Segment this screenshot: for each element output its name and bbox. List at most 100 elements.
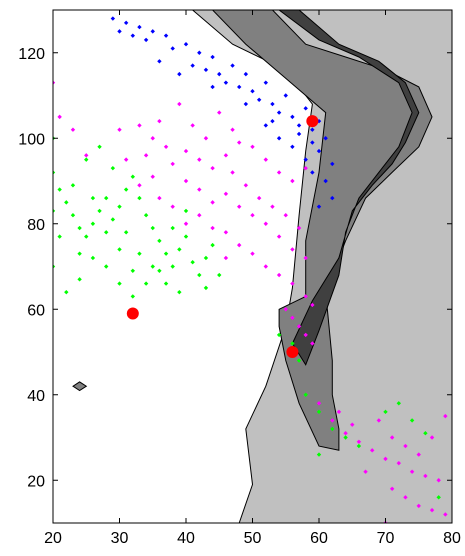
region-deep	[278, 10, 420, 366]
data-point	[77, 225, 82, 231]
data-point	[323, 136, 328, 141]
data-point	[310, 140, 315, 145]
data-point	[217, 272, 222, 278]
data-point	[290, 178, 295, 184]
data-point	[210, 165, 215, 171]
data-point	[396, 401, 401, 406]
x-tick-label: 20	[44, 530, 62, 547]
data-point	[53, 208, 56, 214]
data-point	[306, 115, 319, 128]
data-point	[110, 16, 116, 21]
data-point	[197, 213, 202, 218]
data-point	[97, 144, 102, 149]
data-point	[84, 234, 89, 239]
data-point	[143, 37, 149, 43]
data-point	[429, 507, 435, 513]
data-point	[416, 503, 421, 509]
data-point	[270, 118, 275, 124]
data-point	[303, 392, 308, 397]
data-point	[296, 225, 302, 231]
data-point	[190, 63, 195, 68]
data-point	[243, 71, 249, 77]
data-point	[303, 157, 308, 162]
data-point	[237, 140, 242, 145]
data-point	[53, 80, 56, 85]
data-point	[157, 118, 162, 124]
data-point	[137, 251, 142, 256]
data-point	[64, 289, 69, 295]
data-point	[183, 42, 189, 47]
data-point	[270, 204, 275, 209]
data-point	[123, 157, 129, 162]
data-point	[223, 80, 229, 85]
data-point	[190, 260, 195, 265]
x-tick-label: 50	[244, 530, 262, 547]
data-point	[210, 84, 215, 90]
data-point	[177, 71, 182, 77]
data-point	[157, 238, 162, 244]
data-point	[197, 187, 202, 192]
x-tick-label: 70	[377, 530, 395, 547]
data-point	[97, 208, 102, 214]
data-point	[409, 469, 415, 474]
data-point	[117, 281, 122, 286]
data-point	[286, 346, 299, 358]
data-point	[276, 136, 282, 141]
data-point	[383, 409, 388, 415]
data-point	[217, 110, 222, 115]
data-point	[84, 157, 89, 162]
data-point	[423, 431, 428, 436]
data-point	[230, 127, 235, 132]
data-point	[290, 341, 295, 346]
data-point	[290, 281, 295, 286]
data-point	[84, 153, 89, 158]
data-point	[350, 422, 355, 427]
y-tick-label: 120	[18, 46, 45, 63]
data-point	[70, 183, 76, 188]
data-point	[423, 473, 428, 479]
data-point	[330, 418, 335, 423]
data-point	[237, 242, 242, 248]
data-point	[143, 281, 149, 286]
data-point	[197, 272, 202, 278]
data-points	[53, 16, 448, 523]
data-point	[170, 204, 175, 209]
data-point	[210, 200, 215, 205]
data-point	[283, 93, 288, 98]
data-point	[123, 230, 129, 235]
data-point	[303, 332, 308, 338]
data-point	[197, 157, 202, 162]
data-point	[170, 225, 175, 231]
data-point	[243, 101, 249, 107]
data-point	[170, 161, 175, 167]
data-point	[383, 456, 388, 462]
axis-ticks: 20 30 40 50 60 70 80 20 40 60 80 100 120	[18, 10, 461, 547]
data-point	[143, 153, 149, 158]
data-point	[130, 33, 135, 38]
data-point	[396, 460, 401, 466]
data-point	[389, 486, 395, 491]
data-point	[290, 144, 295, 149]
data-point	[53, 264, 56, 269]
data-point	[276, 234, 282, 239]
data-point	[130, 268, 135, 273]
data-point	[256, 195, 262, 201]
data-point	[143, 213, 149, 218]
data-point	[150, 136, 155, 141]
data-point	[110, 217, 116, 222]
data-point	[217, 71, 222, 77]
data-point	[157, 195, 162, 201]
data-point	[183, 221, 189, 226]
data-point	[343, 431, 348, 436]
data-point	[223, 230, 229, 235]
data-point	[183, 234, 189, 239]
x-tick-label: 40	[177, 530, 195, 547]
data-point	[190, 123, 195, 128]
data-point	[210, 54, 215, 60]
data-point	[70, 213, 76, 218]
data-point	[290, 315, 295, 320]
data-point	[263, 80, 268, 85]
data-point	[336, 409, 342, 415]
data-point	[137, 195, 142, 201]
